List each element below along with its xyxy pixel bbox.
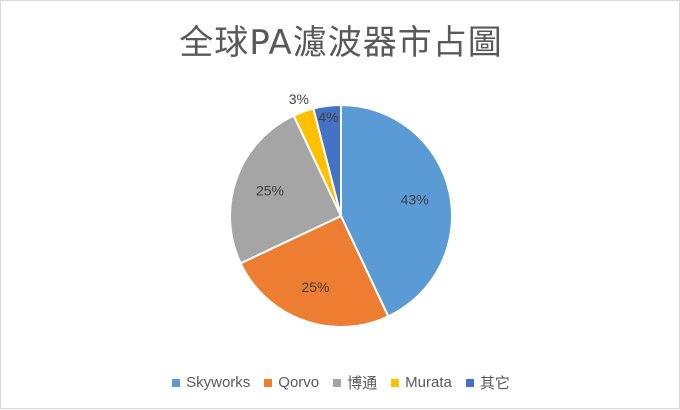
- legend-item-murata: Murata: [391, 372, 452, 393]
- legend-label-murata: Murata: [405, 374, 452, 391]
- pie-slice-skyworks: [340, 103, 453, 318]
- data-label-other: 4%: [318, 109, 338, 125]
- legend-label-broadcom: 博通: [347, 375, 378, 392]
- pie-slice-other: [312, 103, 342, 217]
- legend-swatch-qorvo: [264, 378, 273, 387]
- legend-label-other: 其它: [479, 375, 510, 392]
- legend-swatch-broadcom: [333, 378, 342, 387]
- legend-item-other: 其它: [465, 372, 510, 393]
- legend-swatch-skyworks: [172, 378, 181, 387]
- legend-swatch-other: [465, 378, 474, 387]
- legend-item-broadcom: 博通: [333, 372, 377, 393]
- legend-label-qorvo: Qorvo: [278, 374, 320, 391]
- legend-item-qorvo: Qorvo: [264, 372, 319, 393]
- chart-legend: Skyworks Qorvo 博通 Murata 其它: [1, 372, 680, 393]
- data-label-broadcom: 25%: [256, 182, 284, 198]
- pie-slice-broadcom: [229, 114, 343, 265]
- legend-label-skyworks: Skyworks: [186, 374, 251, 391]
- chart-title: 全球PA濾波器市占圖: [179, 23, 503, 63]
- data-label-qorvo: 25%: [301, 279, 329, 295]
- legend-item-skyworks: Skyworks: [172, 372, 250, 393]
- data-label-murata: 3%: [289, 91, 309, 107]
- data-label-skyworks: 43%: [401, 192, 429, 208]
- pie-slice-qorvo: [239, 214, 390, 328]
- legend-swatch-murata: [391, 378, 400, 387]
